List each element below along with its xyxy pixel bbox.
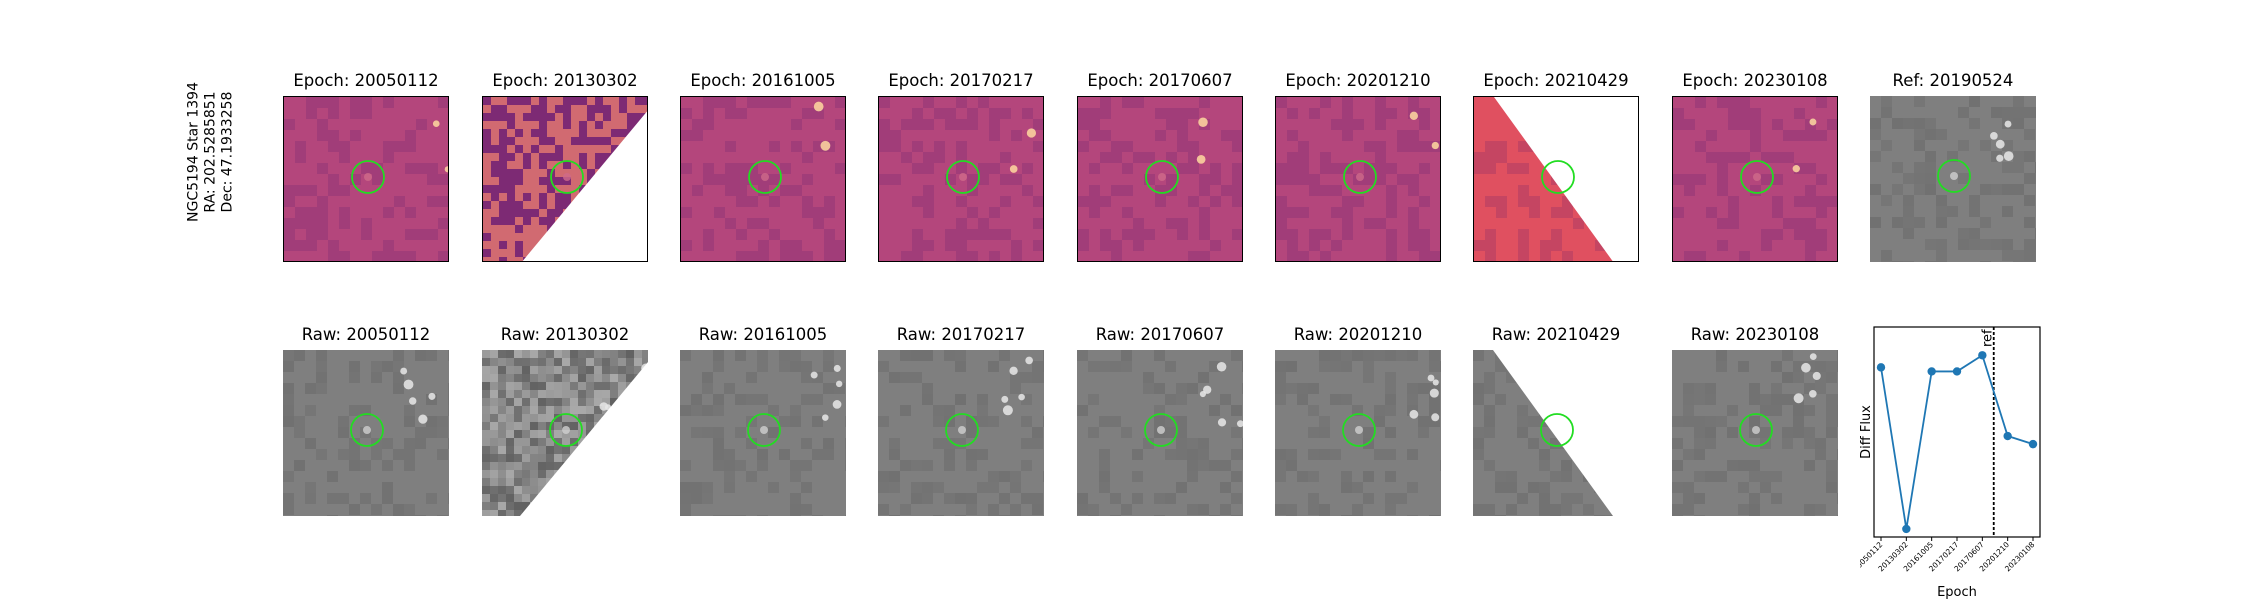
aperture-circle <box>1541 160 1575 194</box>
aperture-circle <box>1342 413 1376 447</box>
aperture-circle <box>1937 159 1971 193</box>
difference-image-panel <box>1870 96 2036 262</box>
panel-title: Raw: 20170217 <box>896 325 1026 344</box>
reference-line-label: ref <box>1981 329 1996 347</box>
diff-flux-point <box>1902 524 1911 534</box>
difference-image-panel <box>680 96 846 262</box>
aperture-circle <box>1540 413 1574 447</box>
cutout-image <box>1275 350 1441 516</box>
difference-image-panel <box>878 96 1044 262</box>
aperture-circle <box>351 160 385 194</box>
diff-flux-point <box>1876 363 1886 372</box>
diff-flux-point <box>2028 439 2038 449</box>
panel-title: Epoch: 20050112 <box>293 71 439 90</box>
light-curve-svg: ref2005011220130302201610052017021720170… <box>1851 326 2041 600</box>
aperture-circle <box>350 413 384 447</box>
star-name: NGC5194 Star 1394 <box>185 82 202 222</box>
raw-image-panel <box>1473 350 1639 516</box>
cutout-image <box>1473 350 1639 516</box>
panel-title: Raw: 20201210 <box>1293 325 1423 344</box>
difference-image-panel <box>1672 96 1838 262</box>
raw-image-panel <box>680 350 846 516</box>
cutout-image <box>1077 350 1243 516</box>
cutout-image <box>878 350 1044 516</box>
cutout-image <box>1672 350 1838 516</box>
panel-title: Raw: 20230108 <box>1690 325 1820 344</box>
raw-image-panel <box>1672 350 1838 516</box>
panel-title: Raw: 20050112 <box>301 325 431 344</box>
raw-image-panel <box>1275 350 1441 516</box>
aperture-circle <box>549 413 583 447</box>
raw-image-panel <box>1077 350 1243 516</box>
panel-title: Epoch: 20201210 <box>1285 71 1431 90</box>
cutout-image <box>283 350 449 516</box>
difference-image-panel <box>1473 96 1639 262</box>
diff-flux-point <box>1978 351 1987 360</box>
aperture-circle <box>550 160 584 194</box>
difference-image-panel <box>1275 96 1441 262</box>
panel-title: Raw: 20130302 <box>500 325 630 344</box>
cutout-image <box>681 97 845 261</box>
panel-title: Epoch: 20170607 <box>1087 71 1233 90</box>
cutout-image <box>1673 97 1837 261</box>
panel-title: Raw: 20161005 <box>698 325 828 344</box>
cutout-image <box>482 350 648 516</box>
aperture-circle <box>748 160 782 194</box>
diff-flux-point <box>1952 367 1962 376</box>
aperture-circle <box>1739 413 1773 447</box>
cutout-image <box>1276 97 1440 261</box>
y-axis-label: Diff Flux <box>1860 405 1874 459</box>
light-curve-chart: ref 20050112 20130302 20161005 20170217 20170… <box>1851 323 2060 604</box>
cutout-image <box>879 97 1043 261</box>
panel-title: Epoch: 20130302 <box>492 71 638 90</box>
cutout-image <box>680 350 846 516</box>
aperture-circle <box>945 413 979 447</box>
cutout-image <box>1474 97 1638 261</box>
panel-title: Raw: 20210429 <box>1491 325 1621 344</box>
raw-image-panel <box>482 350 648 516</box>
difference-image-panel <box>482 96 648 262</box>
chart-axes-frame <box>1873 326 2041 538</box>
aperture-circle <box>747 413 781 447</box>
panel-title: Epoch: 20210429 <box>1483 71 1629 90</box>
diff-flux-series-line <box>1880 353 2034 530</box>
panel-title: Epoch: 20170217 <box>888 71 1034 90</box>
difference-image-panel <box>1077 96 1243 262</box>
raw-image-panel <box>283 350 449 516</box>
aperture-circle <box>1740 160 1774 194</box>
aperture-circle <box>1144 413 1178 447</box>
panel-title: Ref: 20190524 <box>1892 71 2014 90</box>
aperture-circle <box>946 160 980 194</box>
cutout-image <box>284 97 448 261</box>
panel-title: Epoch: 20230108 <box>1682 71 1828 90</box>
panel-title: Raw: 20170607 <box>1095 325 1225 344</box>
raw-image-panel <box>878 350 1044 516</box>
diff-flux-point <box>2003 431 2012 441</box>
difference-image-panel <box>283 96 449 262</box>
x-axis-label: Epoch <box>1937 585 1977 600</box>
cutout-image <box>483 97 647 261</box>
aperture-circle <box>1145 160 1179 194</box>
star-dec: Dec: 47.1933258 <box>219 91 236 213</box>
cutout-image <box>1870 96 2036 262</box>
diff-flux-point <box>1927 367 1936 376</box>
panel-title: Epoch: 20161005 <box>690 71 836 90</box>
star-ra: RA: 202.5285851 <box>202 91 219 213</box>
aperture-circle <box>1343 160 1377 194</box>
cutout-image <box>1078 97 1242 261</box>
